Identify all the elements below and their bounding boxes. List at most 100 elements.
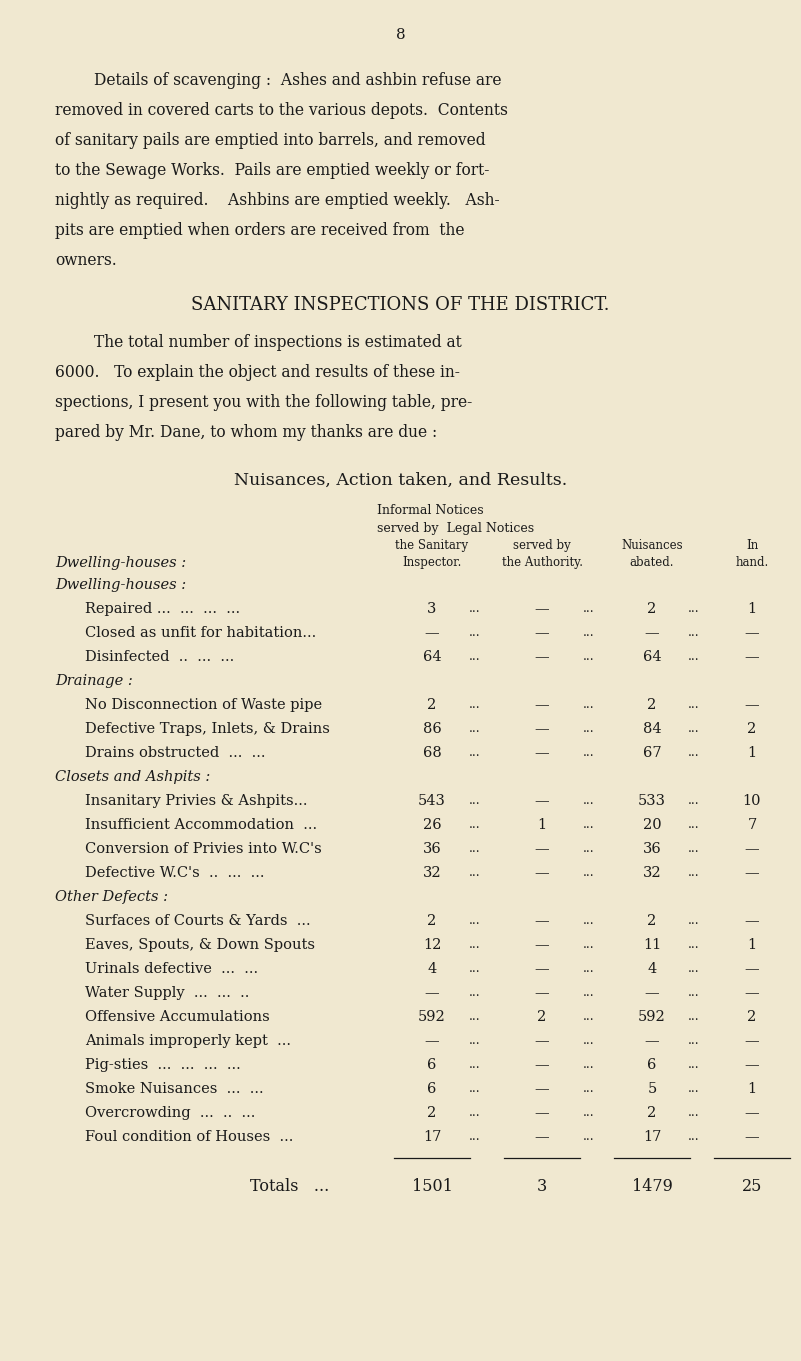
Text: ...: ... [688, 698, 700, 710]
Text: Drainage :: Drainage : [55, 674, 133, 689]
Text: —: — [535, 1034, 549, 1048]
Text: —: — [425, 626, 439, 640]
Text: ...: ... [583, 746, 595, 759]
Text: to the Sewage Works.  Pails are emptied weekly or fort-: to the Sewage Works. Pails are emptied w… [55, 162, 489, 180]
Text: 67: 67 [642, 746, 662, 759]
Text: —: — [645, 626, 659, 640]
Text: —: — [745, 866, 759, 881]
Text: ...: ... [583, 793, 595, 807]
Text: ...: ... [469, 1106, 481, 1119]
Text: ...: ... [583, 626, 595, 640]
Text: 1: 1 [747, 1082, 757, 1096]
Text: Drains obstructed  ...  ...: Drains obstructed ... ... [85, 746, 265, 759]
Text: Closed as unfit for habitation...: Closed as unfit for habitation... [85, 626, 316, 640]
Text: 1479: 1479 [631, 1179, 672, 1195]
Text: ...: ... [688, 818, 700, 832]
Text: —: — [535, 793, 549, 808]
Text: ...: ... [583, 698, 595, 710]
Text: —: — [535, 651, 549, 664]
Text: —: — [745, 698, 759, 712]
Text: Urinals defective  ...  ...: Urinals defective ... ... [85, 962, 258, 976]
Text: 4: 4 [428, 962, 437, 976]
Text: Foul condition of Houses  ...: Foul condition of Houses ... [85, 1130, 293, 1145]
Text: owners.: owners. [55, 252, 117, 269]
Text: 2: 2 [747, 721, 757, 736]
Text: 1: 1 [747, 746, 757, 759]
Text: ...: ... [688, 1034, 700, 1047]
Text: 68: 68 [423, 746, 441, 759]
Text: Dwelling-houses :: Dwelling-houses : [55, 578, 186, 592]
Text: Totals   ...: Totals ... [250, 1179, 329, 1195]
Text: the Authority.: the Authority. [501, 557, 582, 569]
Text: ...: ... [469, 938, 481, 951]
Text: Eaves, Spouts, & Down Spouts: Eaves, Spouts, & Down Spouts [85, 938, 315, 951]
Text: spections, I present you with the following table, pre-: spections, I present you with the follow… [55, 393, 473, 411]
Text: ...: ... [688, 962, 700, 974]
Text: pared by Mr. Dane, to whom my thanks are due :: pared by Mr. Dane, to whom my thanks are… [55, 425, 437, 441]
Text: ...: ... [469, 1130, 481, 1143]
Text: 6: 6 [427, 1082, 437, 1096]
Text: Nuisances, Action taken, and Results.: Nuisances, Action taken, and Results. [234, 472, 567, 489]
Text: ...: ... [469, 651, 481, 663]
Text: 25: 25 [742, 1179, 763, 1195]
Text: pits are emptied when orders are received from  the: pits are emptied when orders are receive… [55, 222, 465, 240]
Text: Defective Traps, Inlets, & Drains: Defective Traps, Inlets, & Drains [85, 721, 330, 736]
Text: 2: 2 [647, 915, 657, 928]
Text: 17: 17 [423, 1130, 441, 1145]
Text: Animals improperly kept  ...: Animals improperly kept ... [85, 1034, 291, 1048]
Text: 2: 2 [537, 1010, 546, 1023]
Text: ...: ... [583, 1106, 595, 1119]
Text: —: — [535, 1130, 549, 1145]
Text: ...: ... [688, 1130, 700, 1143]
Text: ...: ... [469, 721, 481, 735]
Text: ...: ... [469, 818, 481, 832]
Text: 36: 36 [423, 842, 441, 856]
Text: ...: ... [688, 915, 700, 927]
Text: 592: 592 [638, 1010, 666, 1023]
Text: ...: ... [469, 1057, 481, 1071]
Text: ...: ... [583, 962, 595, 974]
Text: 543: 543 [418, 793, 446, 808]
Text: ...: ... [583, 818, 595, 832]
Text: ...: ... [469, 842, 481, 855]
Text: 4: 4 [647, 962, 657, 976]
Text: the Sanitary: the Sanitary [396, 539, 469, 553]
Text: 1501: 1501 [412, 1179, 453, 1195]
Text: —: — [535, 698, 549, 712]
Text: Insufficient Accommodation  ...: Insufficient Accommodation ... [85, 818, 317, 832]
Text: 2: 2 [647, 1106, 657, 1120]
Text: —: — [535, 842, 549, 856]
Text: 7: 7 [747, 818, 757, 832]
Text: ...: ... [583, 721, 595, 735]
Text: ...: ... [469, 1082, 481, 1096]
Text: SANITARY INSPECTIONS OF THE DISTRICT.: SANITARY INSPECTIONS OF THE DISTRICT. [191, 295, 610, 314]
Text: Conversion of Privies into W.C's: Conversion of Privies into W.C's [85, 842, 322, 856]
Text: 1: 1 [747, 602, 757, 617]
Text: ...: ... [583, 938, 595, 951]
Text: ...: ... [469, 985, 481, 999]
Text: —: — [745, 915, 759, 928]
Text: 64: 64 [642, 651, 662, 664]
Text: ...: ... [583, 866, 595, 879]
Text: 1: 1 [537, 818, 546, 832]
Text: of sanitary pails are emptied into barrels, and removed: of sanitary pails are emptied into barre… [55, 132, 485, 148]
Text: Surfaces of Courts & Yards  ...: Surfaces of Courts & Yards ... [85, 915, 311, 928]
Text: ...: ... [688, 842, 700, 855]
Text: ...: ... [688, 1010, 700, 1023]
Text: nightly as required.    Ashbins are emptied weekly.   Ash-: nightly as required. Ashbins are emptied… [55, 192, 500, 210]
Text: —: — [645, 985, 659, 1000]
Text: Insanitary Privies & Ashpits...: Insanitary Privies & Ashpits... [85, 793, 308, 808]
Text: 2: 2 [747, 1010, 757, 1023]
Text: 5: 5 [647, 1082, 657, 1096]
Text: —: — [745, 1034, 759, 1048]
Text: 1: 1 [747, 938, 757, 951]
Text: ...: ... [688, 1057, 700, 1071]
Text: —: — [745, 985, 759, 1000]
Text: 32: 32 [642, 866, 662, 881]
Text: Other Defects :: Other Defects : [55, 890, 168, 904]
Text: ...: ... [688, 626, 700, 640]
Text: —: — [535, 915, 549, 928]
Text: 592: 592 [418, 1010, 446, 1023]
Text: ...: ... [688, 1106, 700, 1119]
Text: ...: ... [469, 866, 481, 879]
